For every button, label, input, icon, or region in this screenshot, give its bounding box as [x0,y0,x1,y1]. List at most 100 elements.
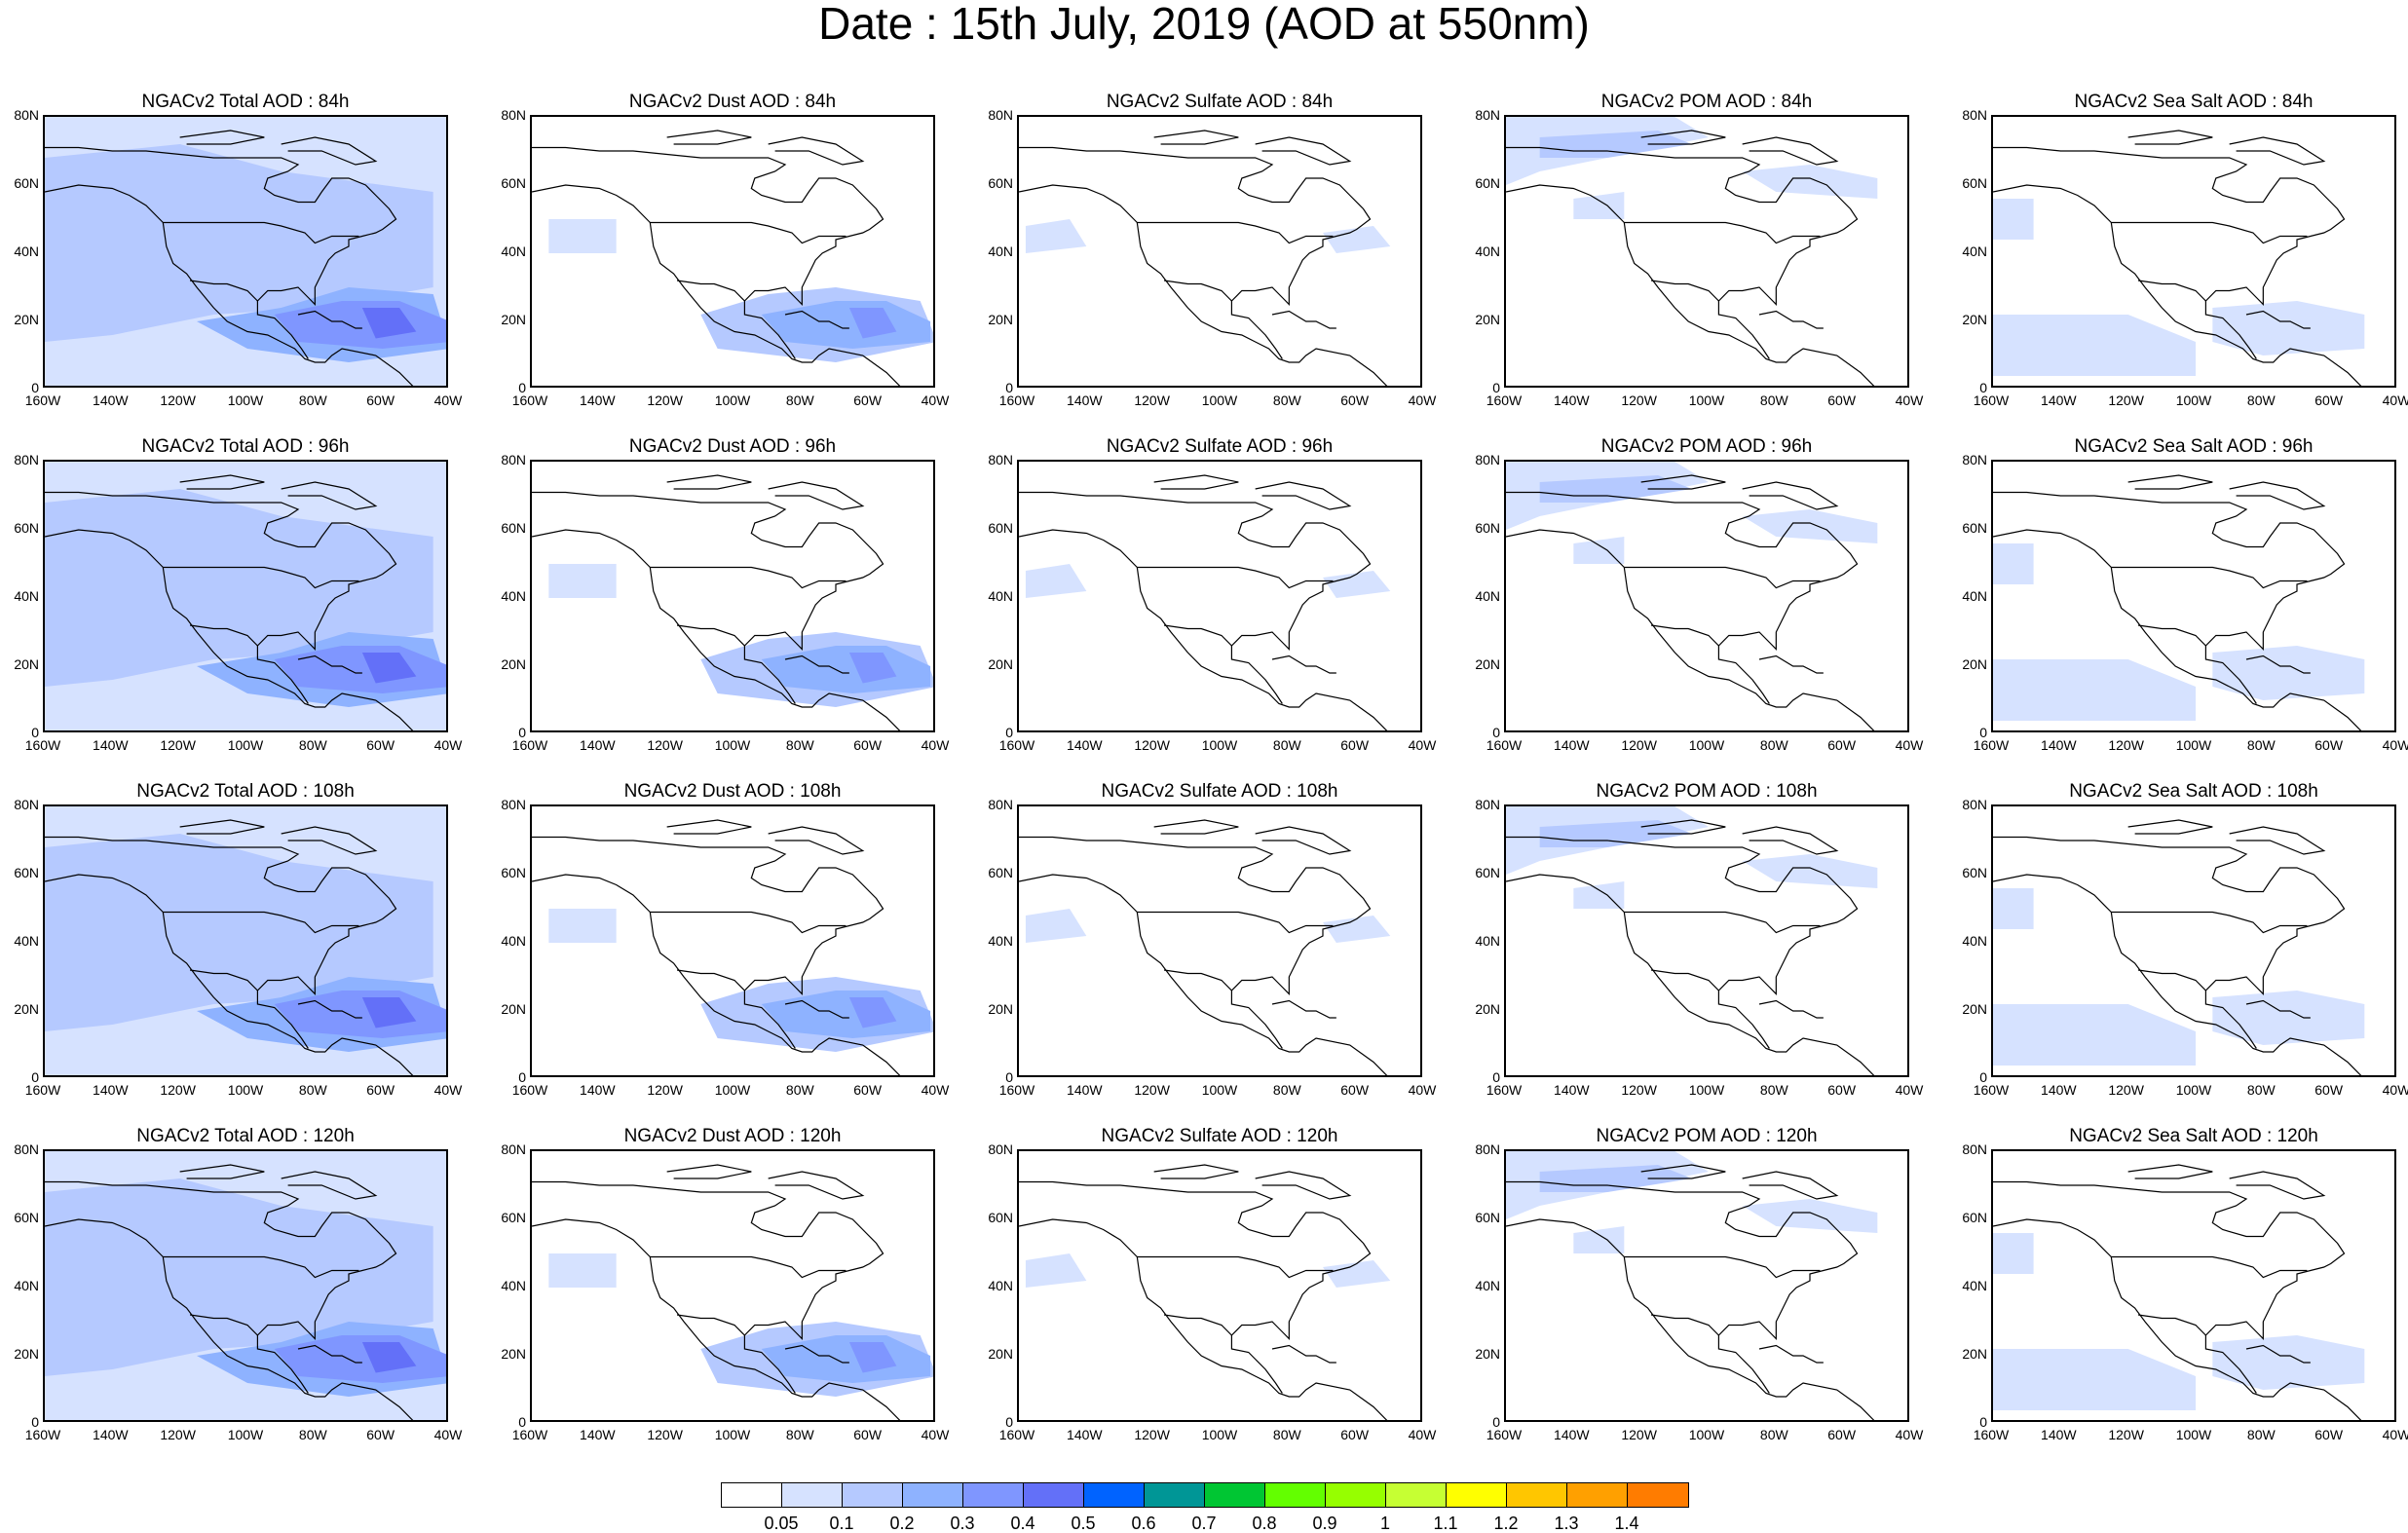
lon-tick-label: 40W [433,1427,463,1442]
coastline [1624,911,1821,934]
lon-tick-label: 60W [1827,1082,1857,1098]
coastline [2127,130,2213,145]
lon-tick-label: 60W [853,1082,883,1098]
coastline [281,826,378,855]
coastline [45,1218,414,1420]
aod-field [1019,819,1391,1075]
lat-tick-label: 80N [1475,107,1500,123]
aod-field [1019,130,1391,386]
coastline [1993,529,2362,730]
coastline [532,1180,884,1394]
colorbar-label: 1.4 [1614,1514,1639,1533]
lat-tick-label: 0 [518,1414,526,1430]
lat-tick-label: 0 [1005,380,1013,395]
coastline [1993,146,2346,359]
coastline [1758,654,1824,674]
lat-tick-label: 60N [501,520,526,536]
lon-tick-label: 120W [647,1427,683,1442]
aod-shading [848,308,897,339]
colorbar-label: 1.1 [1433,1514,1458,1533]
lat-tick-label: 40N [501,933,526,949]
coastline [532,836,884,1049]
lat-tick-label: 40N [1962,933,1987,949]
map-canvas [43,115,448,388]
panel-title: NGACv2 Sea Salt AOD : 96h [2074,436,2314,457]
lat-tick-label: 0 [1979,725,1987,740]
lat-tick-label: 0 [1005,1069,1013,1085]
lon-tick-label: 40W [2382,737,2408,753]
lon-tick-label: 160W [24,393,61,408]
lat-tick-label: 20N [501,656,526,672]
map-canvas [43,460,448,732]
lat-tick-label: 0 [1979,380,1987,395]
lon-tick-label: 120W [160,1427,196,1442]
lon-tick-label: 140W [2041,393,2077,408]
lat-tick-label: 20N [988,1001,1013,1017]
coastline [1271,999,1336,1019]
lon-tick-label: 60W [366,1427,395,1442]
lon-tick-label: 40W [1895,737,1924,753]
lon-tick-label: 100W [2175,1427,2212,1442]
coastline [676,280,745,302]
lon-tick-label: 100W [1201,1427,1238,1442]
aod-shading [548,1253,617,1288]
lon-tick-label: 140W [1067,737,1103,753]
lat-tick-label: 40N [1475,933,1500,949]
colorbar-swatch [1507,1483,1567,1507]
lon-tick-label: 80W [785,393,814,408]
map-panel: NGACv2 POM AOD : 84h 80N 60N 40N 20N 0 160W 140… [1475,92,1923,407]
lat-tick-label: 80N [1962,797,1987,812]
coastline [1019,836,1372,1049]
coastline [1019,146,1372,359]
aod-field [1019,1164,1391,1420]
map-panel: NGACv2 Total AOD : 120h 80N 60N 40N 20N 0 160W… [14,1126,462,1441]
lon-tick-label: 120W [2108,1427,2144,1442]
coastline [163,911,359,934]
coastline [1506,1180,1859,1394]
coastline [281,481,378,510]
lat-tick-label: 20N [501,1001,526,1017]
lon-tick-label: 140W [2041,1082,2077,1098]
lat-tick-label: 20N [1962,312,1987,327]
lon-tick-label: 80W [1272,393,1301,408]
lon-tick-label: 100W [227,1082,264,1098]
lat-tick-label: 80N [501,107,526,123]
lat-tick-label: 20N [14,312,39,327]
aod-shading [1993,315,2196,376]
lat-tick-label: 80N [988,107,1013,123]
lat-tick-label: 40N [1962,588,1987,604]
aod-field [1506,462,1878,730]
lat-tick-label: 0 [1492,380,1500,395]
lon-tick-label: 80W [1759,737,1788,753]
lat-tick-label: 40N [1475,1278,1500,1293]
lat-tick-label: 20N [1475,312,1500,327]
panel-title: NGACv2 Total AOD : 120h [136,1126,355,1146]
coastline [2111,566,2308,589]
coastline [2127,1164,2213,1179]
aod-shading [2212,1335,2365,1390]
coastline [768,826,865,855]
aod-shading [1323,226,1391,253]
lat-tick-label: 60N [988,865,1013,880]
lat-tick-label: 40N [14,588,39,604]
lat-tick-label: 40N [14,1278,39,1293]
panel-title: NGACv2 Sea Salt AOD : 120h [2069,1126,2318,1146]
lon-tick-label: 100W [2175,393,2212,408]
coastline [1163,624,1232,647]
map-canvas [1504,115,1909,388]
lat-tick-label: 40N [988,1278,1013,1293]
colorbar-swatch [963,1483,1024,1507]
lat-tick-label: 80N [988,1141,1013,1157]
lon-tick-label: 140W [1554,1082,1590,1098]
lon-tick-label: 160W [998,1082,1035,1098]
lat-tick-label: 0 [31,1069,39,1085]
coastline [1153,1164,1239,1179]
coastline [532,529,901,730]
coastline [2127,474,2213,490]
lon-tick-label: 100W [2175,737,2212,753]
lon-tick-label: 120W [1134,1427,1170,1442]
map-canvas [1991,460,2396,732]
colorbar-swatch [1628,1483,1688,1507]
lon-tick-label: 120W [1621,1427,1657,1442]
aod-shading [1323,1260,1391,1288]
